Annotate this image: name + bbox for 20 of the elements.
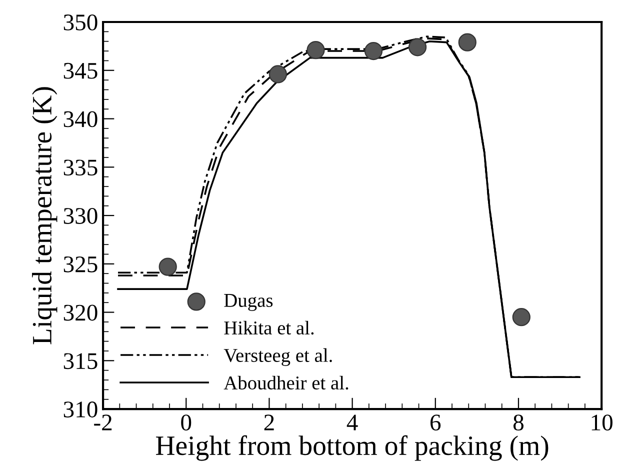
y-tick-label: 340 bbox=[64, 111, 98, 128]
y-tick-label: 350 bbox=[64, 14, 98, 30]
y-tick-label: 320 bbox=[64, 304, 98, 321]
y-tick-label: 325 bbox=[64, 256, 98, 272]
x-tick-label: 6 bbox=[430, 414, 441, 431]
legend-label: Versteeg et al. bbox=[224, 348, 332, 366]
x-tick-label: 0 bbox=[181, 414, 192, 431]
y-tick-label: 345 bbox=[64, 62, 98, 79]
x-axis-title: Height from bottom of packing (m) bbox=[156, 435, 548, 461]
legend-label: Hikita et al. bbox=[224, 320, 314, 335]
x-tick-label: 10 bbox=[592, 414, 612, 431]
legend-label: Aboudheir et al. bbox=[224, 376, 348, 390]
y-tick-label: 315 bbox=[64, 353, 98, 370]
legend-label: Dugas bbox=[224, 294, 273, 311]
y-tick-label: 330 bbox=[64, 208, 98, 224]
y-axis-title: Liquid temperature (K) bbox=[32, 87, 58, 344]
y-tick-label: 335 bbox=[64, 160, 98, 176]
x-tick-label: 8 bbox=[513, 414, 524, 431]
x-tick-label: 4 bbox=[346, 414, 358, 430]
x-tick-label: 2 bbox=[264, 414, 274, 430]
